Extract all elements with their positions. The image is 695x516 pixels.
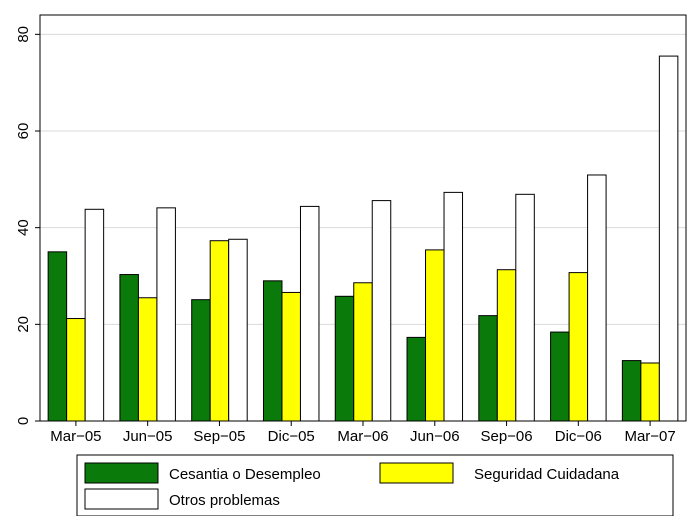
y-tick-label: 80 [15,26,32,43]
bar-otros-problemas [371,200,392,422]
bar-seguridad-cuidadana [640,362,660,422]
legend-swatch [379,462,454,484]
x-tick-label: Mar−07 [624,428,675,445]
x-tick-label: Sep−06 [480,428,532,445]
x-tick-label: Dic−05 [268,428,315,445]
bar-otros-problemas [515,193,535,422]
legend-swatch [84,462,159,484]
bar-otros-problemas [84,208,105,422]
y-axis-ticks: 0 20 40 60 80 [15,26,40,425]
y-tick-label: 20 [15,316,32,333]
bar-seguridad-cuidadana [353,282,373,422]
bar-seguridad-cuidadana [137,297,158,422]
bar-seguridad-cuidadana [209,240,230,422]
y-tick-label: 40 [15,219,32,236]
legend-label: Seguridad Cuidadana [474,466,620,483]
x-tick-label: Jun−05 [123,428,173,445]
legend: Cesantia o Desempleo Seguridad Cuidadana O… [76,454,674,516]
x-tick-label: Sep−05 [193,428,245,445]
bar-otros-problemas [228,238,248,422]
bar-seguridad-cuidadana [66,318,86,422]
legend-label: Otros problemas [169,492,280,509]
x-axis-ticks: Mar−05 Jun−05 Sep−05 Dic−05 Mar−06 Jun−06 Sep−… [50,421,676,445]
bar-cesantia-o-desempleo [550,331,570,422]
bar-seguridad-cuidadana [496,269,517,422]
bar-otros-problemas [587,174,607,422]
bar-otros-problemas [443,191,464,422]
bar-otros-problemas [156,207,176,422]
y-tick-label: 0 [15,417,32,425]
y-tick-label: 60 [15,123,32,140]
bar-cesantia-o-desempleo [334,295,355,422]
bar-cesantia-o-desempleo [406,336,427,422]
legend-label: Cesantia o Desempleo [169,466,321,483]
bar-otros-problemas [658,55,679,422]
bar-seguridad-cuidadana [425,249,445,422]
x-tick-label: Jun−06 [410,428,460,445]
bar-seguridad-cuidadana [281,291,301,422]
bar-cesantia-o-desempleo [47,251,68,422]
legend-swatch [84,488,159,510]
legend-box [76,454,674,516]
bar-cesantia-o-desempleo [621,360,642,422]
bar-cesantia-o-desempleo [478,315,498,422]
x-tick-label: Mar−06 [337,428,388,445]
x-tick-label: Dic−06 [555,428,602,445]
bar-cesantia-o-desempleo [119,274,139,422]
bar-cesantia-o-desempleo [262,280,283,422]
x-tick-label: Mar−05 [50,428,101,445]
bars [47,55,679,422]
bar-cesantia-o-desempleo [191,299,211,422]
bar-otros-problemas [299,205,320,422]
bar-seguridad-cuidadana [568,272,589,422]
